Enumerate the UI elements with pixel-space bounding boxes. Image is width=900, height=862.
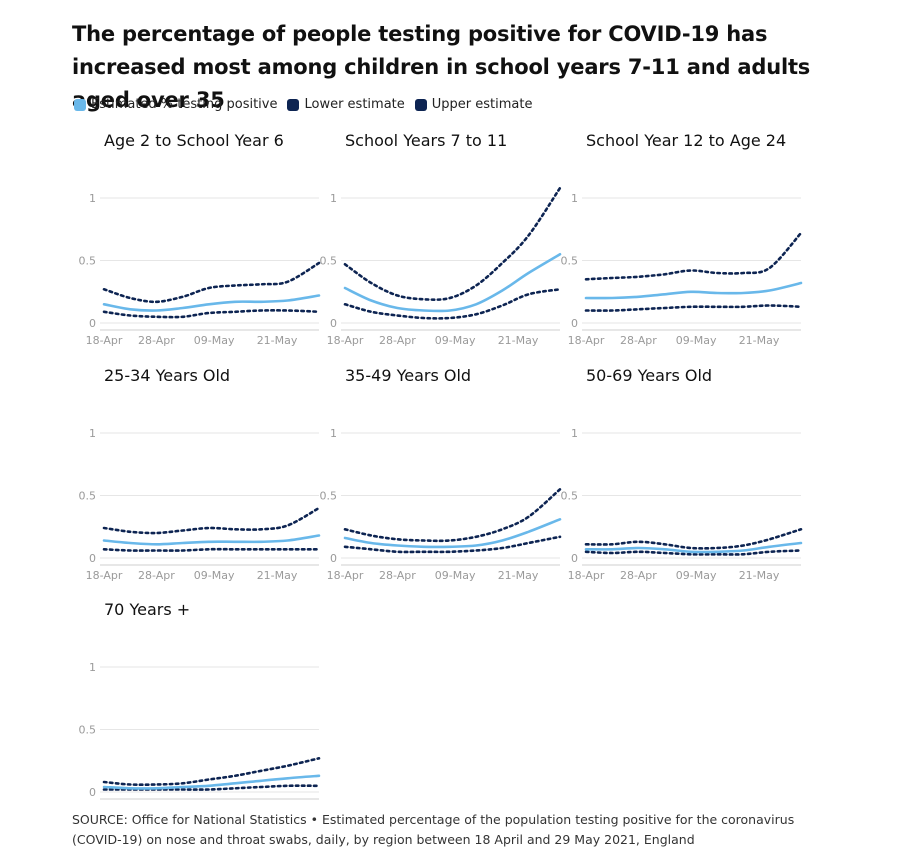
lower-estimate-line bbox=[102, 547, 321, 552]
upper-estimate-line bbox=[343, 488, 562, 543]
y-tick-label: 0 bbox=[89, 317, 96, 330]
lower-estimate-line bbox=[102, 309, 321, 319]
legend-label-estimate: Estimated % testing positive bbox=[91, 97, 278, 112]
y-tick-label: 1 bbox=[571, 427, 578, 440]
lower-estimate-line bbox=[584, 549, 803, 556]
x-tick-label: 18-Apr bbox=[86, 334, 123, 347]
legend-swatch-estimate bbox=[74, 98, 86, 111]
y-tick-label: 0.5 bbox=[79, 255, 97, 268]
y-tick-label: 0 bbox=[330, 317, 337, 330]
x-tick-label: 28-Apr bbox=[138, 803, 175, 805]
x-tick-label: 09-May bbox=[676, 334, 717, 347]
x-tick-label: 18-Apr bbox=[568, 569, 605, 582]
legend-swatch-lower bbox=[287, 98, 300, 111]
x-tick-label: 21-May bbox=[257, 569, 298, 582]
x-tick-label: 09-May bbox=[676, 569, 717, 582]
x-tick-label: 09-May bbox=[194, 569, 235, 582]
upper-estimate-line bbox=[584, 231, 803, 281]
upper-estimate-line bbox=[102, 757, 321, 787]
y-tick-label: 1 bbox=[89, 192, 96, 205]
lower-estimate-line bbox=[343, 535, 562, 554]
panel-title: 35-49 Years Old bbox=[345, 366, 471, 385]
x-tick-label: 28-Apr bbox=[379, 334, 416, 347]
y-tick-label: 0 bbox=[571, 552, 578, 565]
x-tick-label: 28-Apr bbox=[620, 334, 657, 347]
estimate-line bbox=[584, 281, 803, 300]
panel-title: School Year 12 to Age 24 bbox=[586, 131, 786, 150]
estimate-line bbox=[584, 541, 803, 554]
lower-estimate-line bbox=[102, 784, 321, 791]
x-tick-label: 18-Apr bbox=[327, 334, 364, 347]
upper-estimate-line bbox=[102, 506, 321, 535]
x-tick-label: 18-Apr bbox=[86, 569, 123, 582]
x-tick-label: 28-Apr bbox=[379, 569, 416, 582]
x-tick-label: 18-Apr bbox=[568, 334, 605, 347]
x-tick-label: 18-Apr bbox=[327, 569, 364, 582]
legend-label-upper: Upper estimate bbox=[431, 97, 533, 112]
legend-swatch-upper bbox=[414, 98, 427, 111]
small-multiples-chart: Age 2 to School Year 6 0 0.5 1 18-Apr 28-Apr 0… bbox=[79, 131, 803, 805]
y-tick-label: 0.5 bbox=[320, 255, 338, 268]
source-note: SOURCE: Office for National Statistics •… bbox=[72, 812, 795, 847]
x-tick-label: 21-May bbox=[257, 803, 298, 805]
estimate-line bbox=[102, 534, 321, 546]
y-tick-label: 0 bbox=[330, 552, 337, 565]
y-tick-label: 1 bbox=[330, 427, 337, 440]
legend-item-upper: Upper estimate bbox=[414, 97, 533, 112]
upper-estimate-line bbox=[584, 528, 803, 550]
x-tick-label: 21-May bbox=[739, 334, 780, 347]
x-tick-label: 28-Apr bbox=[620, 569, 657, 582]
x-tick-label: 28-Apr bbox=[138, 334, 175, 347]
panel-title: Age 2 to School Year 6 bbox=[104, 131, 284, 150]
x-tick-label: 21-May bbox=[498, 569, 539, 582]
y-tick-label: 1 bbox=[89, 427, 96, 440]
legend-item-lower: Lower estimate bbox=[287, 97, 405, 112]
lower-estimate-line bbox=[584, 304, 803, 312]
estimate-line bbox=[343, 518, 562, 549]
legend-label-lower: Lower estimate bbox=[304, 97, 405, 112]
y-tick-label: 0 bbox=[89, 786, 96, 799]
chart-title: The percentage of people testing positiv… bbox=[72, 22, 811, 112]
panel-title: School Years 7 to 11 bbox=[345, 131, 507, 150]
panel-title: 70 Years + bbox=[104, 600, 190, 619]
x-tick-label: 21-May bbox=[498, 334, 539, 347]
legend: Estimated % testing positive Lower estim… bbox=[74, 97, 542, 112]
panel-title: 50-69 Years Old bbox=[586, 366, 712, 385]
y-tick-label: 1 bbox=[89, 661, 96, 674]
estimate-line bbox=[343, 253, 562, 313]
y-tick-label: 0.5 bbox=[79, 724, 97, 737]
y-tick-label: 0 bbox=[89, 552, 96, 565]
y-tick-label: 0.5 bbox=[561, 490, 579, 503]
estimate-line bbox=[102, 774, 321, 790]
upper-estimate-line bbox=[102, 261, 321, 304]
x-tick-label: 28-Apr bbox=[138, 569, 175, 582]
x-tick-label: 21-May bbox=[739, 569, 780, 582]
legend-item-estimate: Estimated % testing positive bbox=[74, 97, 277, 112]
y-tick-label: 1 bbox=[330, 192, 337, 205]
x-tick-label: 21-May bbox=[257, 334, 298, 347]
y-tick-label: 0.5 bbox=[320, 490, 338, 503]
x-tick-label: 18-Apr bbox=[86, 803, 123, 805]
x-tick-label: 09-May bbox=[194, 803, 235, 805]
upper-estimate-line bbox=[343, 186, 562, 301]
estimate-line bbox=[102, 294, 321, 312]
panel-title: 25-34 Years Old bbox=[104, 366, 230, 385]
x-tick-label: 09-May bbox=[194, 334, 235, 347]
x-tick-label: 09-May bbox=[435, 569, 476, 582]
lower-estimate-line bbox=[343, 288, 562, 320]
y-tick-label: 1 bbox=[571, 192, 578, 205]
y-tick-label: 0.5 bbox=[79, 490, 97, 503]
x-tick-label: 09-May bbox=[435, 334, 476, 347]
y-tick-label: 0 bbox=[571, 317, 578, 330]
y-tick-label: 0.5 bbox=[561, 255, 579, 268]
